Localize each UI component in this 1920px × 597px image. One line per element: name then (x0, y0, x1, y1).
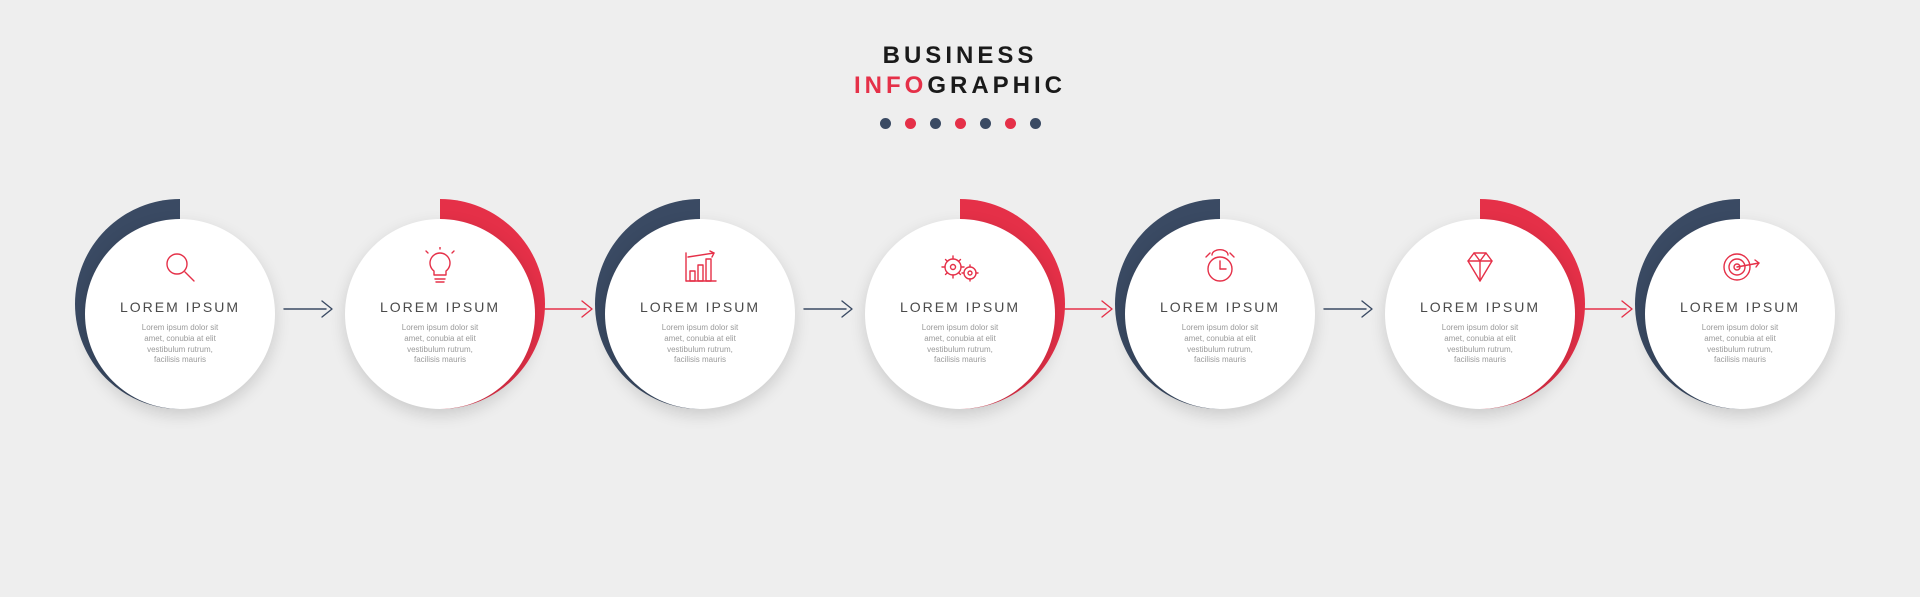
header-dot (930, 118, 941, 129)
step-description: Lorem ipsum dolor sit amet, conubia at e… (1160, 323, 1280, 366)
step-title: LOREM IPSUM (640, 299, 760, 315)
header-dot (1005, 118, 1016, 129)
step-circle: LOREM IPSUM Lorem ipsum dolor sit amet, c… (85, 219, 275, 409)
step-circle: LOREM IPSUM Lorem ipsum dolor sit amet, c… (605, 219, 795, 409)
step-description: Lorem ipsum dolor sit amet, conubia at e… (380, 323, 500, 366)
step-title: LOREM IPSUM (1160, 299, 1280, 315)
bulb-icon (420, 245, 460, 289)
arrow-icon (1580, 189, 1640, 429)
gears-icon (938, 245, 982, 289)
step-description: Lorem ipsum dolor sit amet, conubia at e… (1680, 323, 1800, 366)
step: LOREM IPSUM Lorem ipsum dolor sit amet, c… (860, 199, 1060, 439)
title-rest: GRAPHIC (927, 72, 1066, 99)
clock-icon (1200, 245, 1240, 289)
arrow-icon (1060, 189, 1120, 429)
title-line-2: INFOGRAPHIC (854, 72, 1066, 100)
step: LOREM IPSUM Lorem ipsum dolor sit amet, c… (340, 199, 540, 439)
steps-row: LOREM IPSUM Lorem ipsum dolor sit amet, c… (80, 199, 1840, 439)
step: LOREM IPSUM Lorem ipsum dolor sit amet, c… (1640, 199, 1840, 439)
step-circle: LOREM IPSUM Lorem ipsum dolor sit amet, c… (865, 219, 1055, 409)
step-circle: LOREM IPSUM Lorem ipsum dolor sit amet, c… (1645, 219, 1835, 409)
step-title: LOREM IPSUM (900, 299, 1020, 315)
step: LOREM IPSUM Lorem ipsum dolor sit amet, c… (80, 199, 280, 439)
step-description: Lorem ipsum dolor sit amet, conubia at e… (120, 323, 240, 366)
arrow-icon (540, 189, 600, 429)
target-icon (1719, 245, 1761, 289)
chart-icon (680, 245, 720, 289)
header-dot (1030, 118, 1041, 129)
arrow-icon (1320, 189, 1380, 429)
step-title: LOREM IPSUM (1680, 299, 1800, 315)
step-circle: LOREM IPSUM Lorem ipsum dolor sit amet, c… (345, 219, 535, 409)
step: LOREM IPSUM Lorem ipsum dolor sit amet, c… (1380, 199, 1580, 439)
header-dot (905, 118, 916, 129)
step-title: LOREM IPSUM (120, 299, 240, 315)
header-dot (955, 118, 966, 129)
step-title: LOREM IPSUM (380, 299, 500, 315)
step-description: Lorem ipsum dolor sit amet, conubia at e… (1420, 323, 1540, 366)
magnifier-icon (160, 245, 200, 289)
arrow-icon (280, 189, 340, 429)
arrow-icon (800, 189, 860, 429)
diamond-icon (1460, 245, 1500, 289)
title-line-1: BUSINESS (854, 42, 1066, 70)
step: LOREM IPSUM Lorem ipsum dolor sit amet, c… (600, 199, 800, 439)
title-accent: INFO (854, 72, 927, 99)
step: LOREM IPSUM Lorem ipsum dolor sit amet, c… (1120, 199, 1320, 439)
step-circle: LOREM IPSUM Lorem ipsum dolor sit amet, c… (1385, 219, 1575, 409)
header: BUSINESS INFOGRAPHIC (854, 42, 1066, 129)
step-description: Lorem ipsum dolor sit amet, conubia at e… (640, 323, 760, 366)
step-circle: LOREM IPSUM Lorem ipsum dolor sit amet, c… (1125, 219, 1315, 409)
header-dot (880, 118, 891, 129)
step-title: LOREM IPSUM (1420, 299, 1540, 315)
header-dot (980, 118, 991, 129)
header-dots (854, 118, 1066, 129)
step-description: Lorem ipsum dolor sit amet, conubia at e… (900, 323, 1020, 366)
